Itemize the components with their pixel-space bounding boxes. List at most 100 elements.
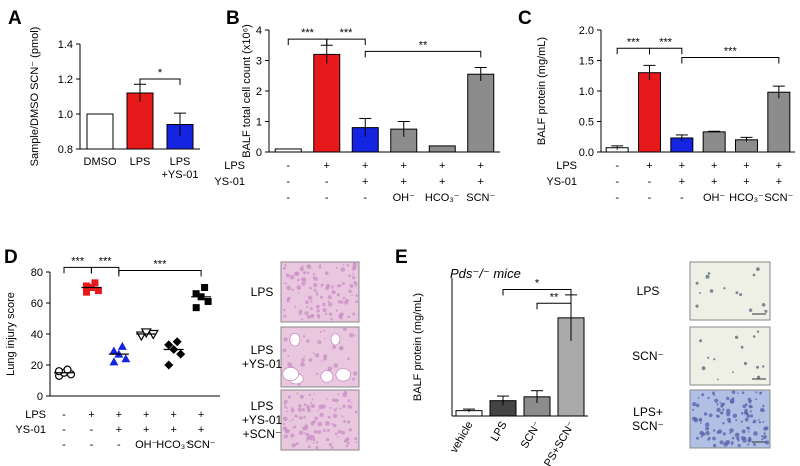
tissue-speckle [346,264,350,267]
y-tick-label: 1.5 [579,56,594,68]
tissue-speckle [741,429,746,434]
data-point [172,337,182,347]
tissue-speckle [351,275,356,280]
condition-label: + [324,160,330,172]
data-point [91,279,99,287]
tissue-speckle [305,300,309,305]
tissue-speckle [302,335,306,338]
tissue-speckle [352,312,356,316]
tissue-speckle [740,420,743,423]
panel-label-d: D [4,247,18,268]
condition-label: + [679,176,685,188]
condition-label: + [143,409,149,421]
tissue-speckle [743,361,748,366]
data-point [117,341,127,350]
tissue-speckle [313,283,318,288]
tissue-speckle [337,435,339,438]
tissue-speckle [350,401,353,403]
tissue-speckle [741,391,745,395]
tissue-speckle [742,404,747,409]
tissue-speckle [321,283,324,287]
tissue-speckle [303,403,307,406]
tissue-speckle [347,399,351,403]
condition-label: HCO₃⁻ [729,192,764,204]
tissue-speckle [742,438,747,443]
row-label-lps-d: LPS [25,409,46,421]
tissue-speckle [314,353,320,358]
histology-label: +YS-01 [242,357,283,371]
tissue-speckle [335,309,338,312]
y-tick-label: 1.0 [58,109,73,121]
row-label-ys01-d: YS-01 [15,424,46,436]
tissue-speckle [761,435,764,438]
tissue-speckle [283,314,287,318]
tissue-speckle [287,395,291,399]
tissue-speckle [354,410,358,414]
tissue-speckle [355,441,358,443]
y-axis-title: Lung injury score [5,292,17,376]
tissue-speckle [707,438,710,441]
tissue-speckle [283,403,287,406]
tissue-speckle [736,436,740,441]
panel-label-c: C [518,8,532,29]
tissue-speckle [737,433,739,436]
tissue-speckle [329,406,332,410]
condition-label: OH⁻ [135,439,158,451]
tissue-speckle [315,291,318,294]
histology-label: +YS-01 [242,413,283,427]
tissue-speckle [291,418,294,421]
tissue-speckle [712,436,716,441]
tissue-speckle [311,398,314,401]
tissue-speckle [303,355,306,358]
x-tick-label: +YS-01 [162,169,199,181]
tissue-speckle [348,274,351,278]
tissue-speckle [747,426,750,430]
bar [467,73,495,153]
tissue-speckle [327,429,330,432]
tissue-lumen [320,370,334,383]
tissue-speckle [328,312,333,316]
tissue-speckle [695,304,699,308]
tissue-speckle [310,314,314,319]
tissue-speckle [716,430,720,434]
tissue-speckle [301,265,304,268]
y-axis-title: BALF protein (mg/mL) [412,293,424,401]
condition-label: SCN⁻ [187,439,216,451]
tissue-speckle [306,271,310,275]
bar [702,131,726,153]
condition-label: - [363,192,367,204]
condition-label: + [439,160,445,172]
tissue-speckle [707,356,710,359]
x-tick-label: SCN⁻ [519,419,544,450]
tissue-speckle [354,334,356,337]
condition-label: - [615,176,619,188]
tissue-speckle [315,293,319,296]
significance-bracket [616,47,650,55]
tissue-speckle [326,398,328,400]
tissue-speckle [312,352,315,355]
tissue-speckle [296,392,299,395]
condition-label: + [362,176,368,188]
tissue-speckle [289,420,292,422]
tissue-speckle [748,439,751,442]
tissue-lumen [289,332,301,347]
tissue-speckle [283,267,285,270]
y-tick-label: 1.4 [58,39,73,51]
tissue-speckle [331,290,336,295]
condition-label: + [198,424,204,436]
data-point [204,297,212,305]
tissue-speckle [299,416,303,420]
tissue-speckle [333,408,337,412]
tissue-speckle [355,294,359,297]
tissue-speckle [735,419,738,422]
condition-label: - [62,409,66,421]
y-tick-label: 1.0 [579,86,594,98]
tissue-speckle [335,407,338,409]
significance-label: *** [301,27,315,39]
tissue-speckle [749,410,752,413]
condition-label: - [615,160,619,172]
tissue-speckle [695,403,700,408]
tissue-speckle [762,365,765,368]
chart-d: 0 20 40 60 80 Lung injury score *** *** *** - + + + +… [5,255,220,451]
